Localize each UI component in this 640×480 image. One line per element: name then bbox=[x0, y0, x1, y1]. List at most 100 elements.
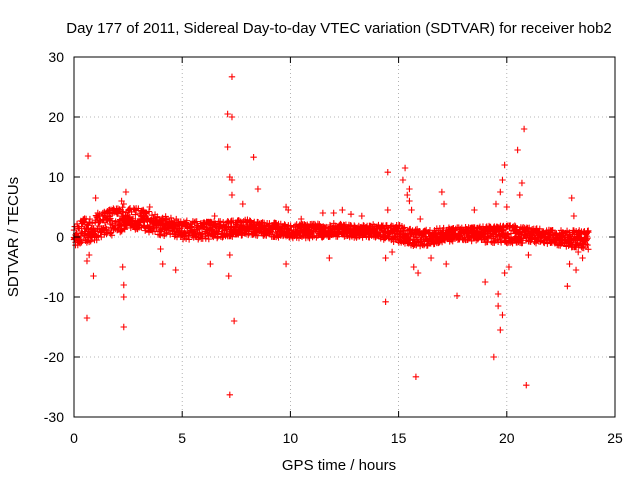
data-point bbox=[518, 179, 526, 187]
data-point bbox=[406, 185, 413, 193]
data-point bbox=[120, 293, 127, 301]
data-point bbox=[568, 194, 575, 202]
data-point bbox=[408, 206, 415, 214]
y-tick-label: -20 bbox=[44, 349, 64, 365]
y-tick-label: 0 bbox=[56, 229, 64, 245]
data-point bbox=[230, 317, 238, 325]
data-point bbox=[382, 298, 389, 305]
data-point bbox=[228, 176, 236, 184]
data-point bbox=[412, 373, 420, 380]
x-tick-label: 10 bbox=[283, 430, 299, 446]
data-point bbox=[319, 209, 327, 217]
data-point bbox=[525, 251, 532, 259]
data-point bbox=[499, 176, 506, 184]
data-point bbox=[298, 215, 305, 223]
data-point bbox=[172, 266, 179, 274]
data-point bbox=[427, 254, 435, 262]
data-point bbox=[226, 391, 234, 398]
data-point bbox=[84, 152, 92, 160]
data-point bbox=[330, 209, 337, 217]
x-tick-label: 15 bbox=[391, 430, 407, 446]
data-point bbox=[90, 272, 97, 280]
data-point bbox=[503, 203, 510, 211]
data-point bbox=[564, 283, 571, 290]
data-point bbox=[122, 188, 130, 196]
axis-ticks bbox=[73, 56, 616, 418]
data-point bbox=[497, 188, 504, 196]
data-point bbox=[146, 203, 153, 211]
data-point bbox=[120, 323, 127, 331]
data-point bbox=[358, 212, 366, 220]
x-tick-labels: 0 5 10 15 20 25 bbox=[70, 430, 623, 446]
data-point bbox=[414, 269, 422, 277]
y-tick-label: 20 bbox=[48, 109, 64, 125]
data-point bbox=[239, 200, 246, 208]
data-point bbox=[501, 269, 508, 277]
x-tick-label: 0 bbox=[70, 430, 78, 446]
data-point bbox=[250, 154, 257, 161]
data-point bbox=[225, 272, 232, 280]
data-point bbox=[224, 110, 231, 118]
data-point bbox=[523, 382, 530, 389]
data-point bbox=[120, 200, 127, 208]
data-point bbox=[406, 197, 413, 205]
x-tick-label: 20 bbox=[499, 430, 515, 446]
data-band-markers bbox=[70, 204, 592, 253]
data-point bbox=[120, 281, 127, 289]
data-point bbox=[438, 188, 446, 196]
data-band bbox=[70, 204, 592, 253]
data-point bbox=[443, 260, 450, 268]
data-point bbox=[579, 254, 586, 262]
data-point bbox=[285, 206, 292, 214]
data-point bbox=[347, 211, 355, 218]
data-point bbox=[570, 212, 578, 220]
data-points bbox=[83, 73, 586, 398]
data-point bbox=[92, 194, 99, 202]
data-point bbox=[417, 215, 424, 223]
data-point bbox=[224, 143, 231, 151]
data-point bbox=[404, 191, 411, 199]
data-point bbox=[382, 254, 389, 262]
data-point bbox=[410, 263, 417, 271]
data-point bbox=[140, 206, 147, 214]
data-point bbox=[481, 278, 489, 286]
data-point bbox=[211, 212, 218, 220]
data-point bbox=[490, 353, 498, 361]
data-point bbox=[339, 206, 346, 214]
data-point bbox=[157, 245, 164, 253]
data-point bbox=[326, 254, 333, 262]
data-point bbox=[207, 260, 214, 268]
x-axis-label: GPS time / hours bbox=[282, 457, 396, 474]
data-point bbox=[384, 206, 391, 214]
x-tick-label: 25 bbox=[607, 430, 623, 446]
data-point bbox=[514, 146, 521, 154]
x-tick-label: 5 bbox=[178, 430, 186, 446]
data-point bbox=[254, 185, 262, 193]
data-point bbox=[499, 311, 506, 319]
y-tick-label: -30 bbox=[44, 409, 64, 425]
data-point bbox=[226, 251, 234, 259]
data-point bbox=[94, 209, 102, 217]
data-point bbox=[228, 191, 236, 199]
data-point bbox=[471, 206, 478, 214]
data-point bbox=[505, 263, 513, 271]
data-point bbox=[520, 125, 528, 133]
chart-title: Day 177 of 2011, Sidereal Day-to-day VTE… bbox=[66, 20, 612, 37]
y-tick-label: 10 bbox=[48, 169, 64, 185]
data-point bbox=[85, 251, 93, 259]
data-point bbox=[494, 302, 502, 310]
data-point bbox=[497, 326, 504, 334]
data-point bbox=[399, 176, 407, 184]
y-tick-labels: 30 20 10 0 -10 -20 -30 bbox=[44, 49, 64, 425]
data-point bbox=[101, 209, 108, 217]
data-point bbox=[575, 248, 582, 256]
data-point bbox=[159, 260, 166, 268]
data-point bbox=[119, 263, 126, 271]
data-point bbox=[572, 266, 580, 274]
data-point bbox=[228, 73, 236, 80]
data-point bbox=[453, 292, 461, 299]
data-point bbox=[516, 191, 523, 199]
data-point bbox=[388, 248, 396, 256]
y-axis-label: SDTVAR / TECUs bbox=[5, 177, 22, 297]
